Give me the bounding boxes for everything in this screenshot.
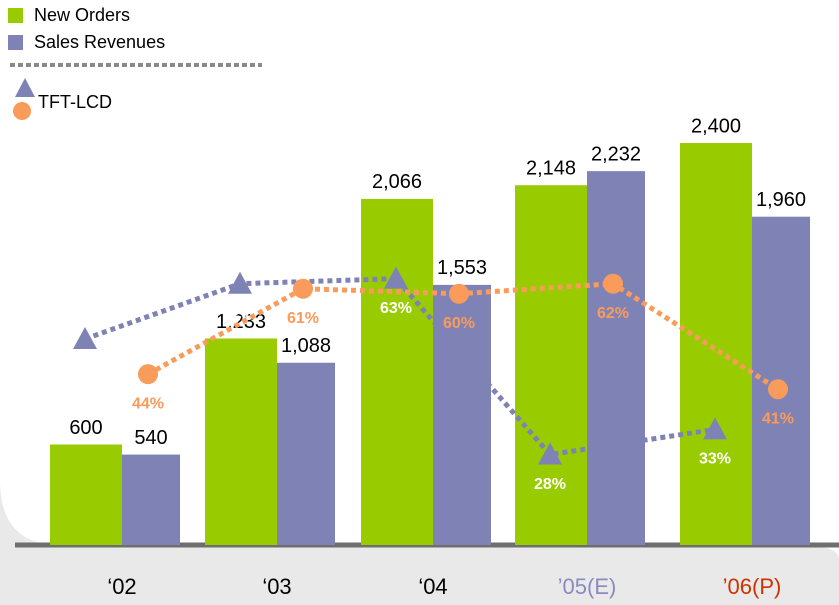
- legend-marker: [13, 102, 31, 120]
- triangle-marker: [703, 417, 727, 440]
- line: [84, 276, 716, 458]
- triangle-marker: [228, 271, 252, 294]
- bar-value-label: 2,232: [591, 143, 641, 165]
- bar: [515, 185, 587, 545]
- bar-value-label: 2,066: [372, 171, 422, 193]
- legend-swatch: [8, 35, 23, 50]
- point-value-label: 62%: [597, 305, 629, 322]
- point-value-label: 60%: [443, 315, 475, 332]
- point-value-label: 28%: [534, 476, 566, 493]
- bar: [205, 338, 277, 545]
- legend-label: New Orders: [34, 5, 130, 25]
- legend-label: Sales Revenues: [34, 32, 165, 52]
- circle-marker: [603, 273, 623, 294]
- bar: [122, 454, 180, 545]
- bar: [277, 362, 335, 545]
- bar: [587, 171, 645, 545]
- triangle-marker: [384, 266, 408, 289]
- bar: [361, 198, 433, 545]
- point-value-label: 44%: [132, 395, 164, 412]
- point-value-label: 41%: [762, 410, 794, 427]
- bar: [680, 143, 752, 545]
- x-tick-label: ’05(E): [558, 574, 617, 599]
- legend-swatch: [8, 8, 23, 23]
- circle-marker: [293, 278, 313, 299]
- bar-value-label: 2,400: [691, 115, 741, 137]
- x-tick-label: ‘02: [107, 574, 136, 599]
- bar-value-label: 600: [69, 417, 102, 439]
- point-value-label: 51%: [69, 360, 101, 377]
- bar-value-label: 1,960: [756, 189, 806, 211]
- bar: [50, 444, 122, 545]
- triangle-marker: [73, 326, 97, 349]
- circle-marker: [138, 364, 158, 385]
- bar-value-label: 1,553: [437, 257, 487, 279]
- point-value-label: 33%: [699, 451, 731, 468]
- x-tick-label: ‘04: [418, 574, 447, 599]
- circle-marker: [449, 283, 469, 304]
- legend-marker: [15, 78, 35, 97]
- bar-value-label: 2,148: [526, 157, 576, 179]
- x-tick-label: ’06(P): [723, 574, 782, 599]
- triangle-marker: [538, 442, 562, 465]
- bar-value-label: 540: [134, 427, 167, 449]
- circle-marker: [768, 379, 788, 400]
- point-value-label: 61%: [287, 310, 319, 327]
- bar-value-label: 1,088: [281, 335, 331, 357]
- point-value-label: 62%: [224, 305, 256, 322]
- x-tick-label: ‘03: [262, 574, 291, 599]
- legend-label: TFT-LCD: [38, 92, 112, 112]
- point-value-label: 63%: [380, 300, 412, 317]
